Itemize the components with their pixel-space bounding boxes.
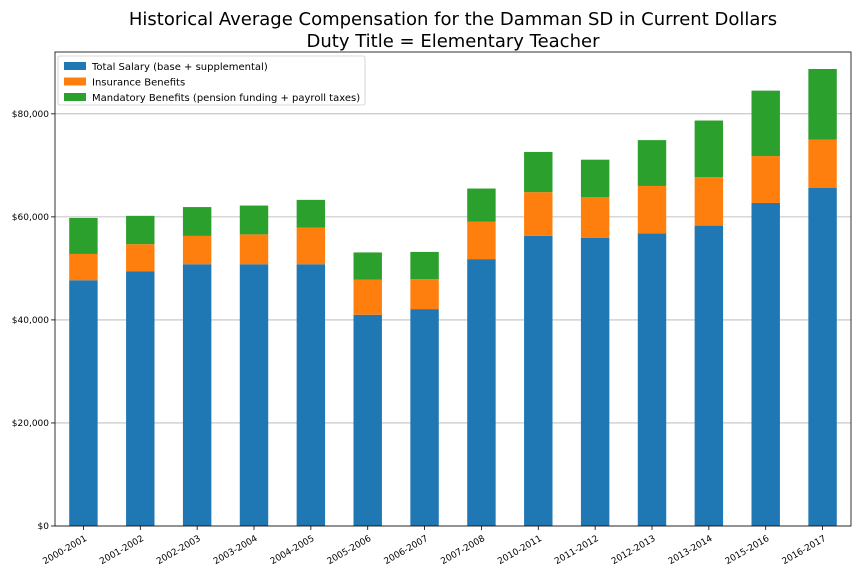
x-tick-label: 2003-2004	[212, 534, 260, 567]
bar-segment-salary	[808, 188, 837, 526]
gridlines	[55, 113, 851, 527]
x-tick-label: 2012-2013	[610, 534, 657, 567]
bar-segment-salary	[296, 264, 326, 526]
bar-segment-mandatory	[410, 251, 439, 280]
legend-swatch	[64, 77, 86, 86]
bar-segment-insurance	[126, 244, 155, 272]
bar-segment-salary	[410, 309, 439, 526]
bar-segment-mandatory	[751, 90, 780, 157]
bar-segment-salary	[751, 202, 780, 527]
bar-segment-salary	[467, 259, 496, 526]
x-tick-label: 2011-2012	[553, 534, 600, 567]
y-tick-label: $0	[38, 522, 50, 532]
x-tick-label: 2015-2016	[724, 534, 772, 567]
x-tick-label: 2006-2007	[383, 534, 430, 567]
bar-segment-mandatory	[637, 140, 667, 186]
bar-segment-insurance	[69, 253, 98, 281]
x-tick-label: 2000-2001	[41, 534, 88, 567]
legend: Total Salary (base + supplemental) Insura…	[57, 55, 366, 106]
bars	[69, 69, 837, 527]
chart-subtitle: Duty Title = Elementary Teacher	[307, 31, 601, 52]
bar-segment-insurance	[751, 156, 780, 203]
bar-segment-insurance	[637, 185, 667, 234]
chart-title: Historical Average Compensation for the …	[129, 9, 777, 30]
x-tick-label: 2004-2005	[269, 534, 316, 567]
bar-segment-insurance	[182, 235, 212, 265]
bar-segment-salary	[353, 314, 382, 526]
y-tick-label: $40,000	[12, 316, 49, 326]
x-tick-label: 2002-2003	[155, 534, 202, 567]
x-tick-label: 2016-2017	[781, 534, 828, 567]
bar-segment-insurance	[694, 177, 724, 226]
bar-segment-mandatory	[467, 188, 496, 222]
x-tick-label: 2010-2011	[496, 534, 543, 567]
x-tick-label: 2013-2014	[667, 534, 715, 567]
bar-segment-mandatory	[182, 207, 212, 236]
legend-swatch	[64, 93, 86, 101]
y-tick-label: $60,000	[12, 213, 49, 223]
bar-segment-mandatory	[239, 205, 269, 235]
bar-segment-insurance	[296, 227, 326, 265]
bar-segment-salary	[239, 264, 269, 526]
x-tick-label: 2005-2006	[326, 534, 374, 567]
bar-segment-insurance	[353, 279, 382, 315]
y-tick-label: $20,000	[12, 419, 49, 429]
bar-segment-salary	[182, 264, 212, 526]
bar-segment-mandatory	[580, 159, 610, 198]
x-tick-label: 2001-2002	[98, 534, 145, 567]
legend-box	[57, 55, 366, 106]
bar-segment-insurance	[239, 234, 269, 265]
bar-segment-mandatory	[126, 215, 155, 245]
bar-segment-insurance	[580, 197, 610, 238]
bar-segment-mandatory	[69, 217, 98, 254]
legend-swatch	[64, 62, 86, 70]
bar-segment-insurance	[808, 139, 837, 189]
bar-segment-salary	[580, 237, 610, 527]
bar-segment-salary	[637, 233, 667, 527]
legend-label: Insurance Benefits	[92, 78, 185, 89]
bar-segment-mandatory	[808, 69, 837, 140]
bar-segment-mandatory	[694, 120, 724, 178]
legend-label: Mandatory Benefits (pension funding + pa…	[92, 93, 360, 104]
bar-segment-insurance	[524, 192, 553, 236]
y-tick-label: $80,000	[12, 110, 49, 120]
plot-frame	[54, 51, 852, 527]
bar-segment-salary	[126, 271, 155, 526]
bar-segment-salary	[524, 235, 553, 526]
bar-segment-mandatory	[524, 151, 553, 193]
bar-segment-insurance	[467, 221, 496, 260]
bar-segment-mandatory	[296, 199, 326, 228]
bar-segment-salary	[69, 280, 98, 526]
legend-label: Total Salary (base + supplemental)	[91, 62, 268, 73]
bar-segment-salary	[694, 225, 724, 526]
bar-segment-insurance	[410, 279, 439, 310]
bar-segment-mandatory	[353, 252, 382, 280]
x-tick-label: 2007-2008	[439, 534, 487, 567]
